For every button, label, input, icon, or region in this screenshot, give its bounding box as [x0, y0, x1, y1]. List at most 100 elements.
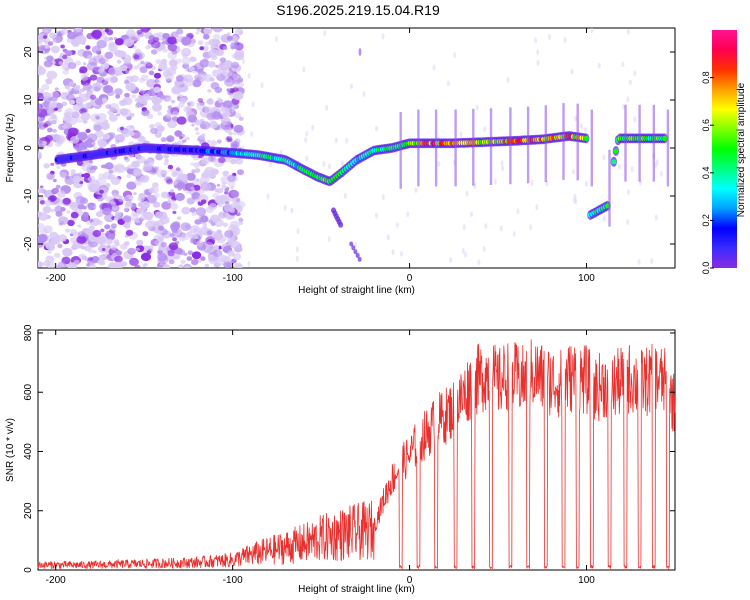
noise-cell [140, 201, 150, 210]
noise-cell [81, 162, 92, 171]
noise-cell [58, 216, 69, 225]
noise-cell [62, 69, 69, 75]
noise-cell [156, 125, 165, 132]
noise-cell [109, 37, 114, 41]
noise-cell [195, 120, 202, 126]
noise-cell [227, 174, 237, 182]
noise-cell [232, 74, 240, 80]
noise-cell [650, 258, 654, 264]
streak [472, 108, 475, 186]
noise-cell [216, 49, 224, 56]
noise-cell [99, 189, 104, 194]
noise-cell [82, 83, 92, 91]
noise-cell [130, 75, 139, 83]
snr-marks [37, 339, 676, 570]
noise-cell [628, 79, 632, 86]
noise-cell [38, 223, 45, 229]
noise-cell [101, 248, 106, 251]
noise-cell [43, 123, 49, 128]
noise-cell [235, 158, 244, 165]
noise-cell [115, 164, 126, 174]
noise-cell [191, 259, 199, 266]
noise-cell [122, 215, 132, 223]
streak [624, 104, 627, 182]
noise-cell [199, 59, 210, 68]
noise-cell [325, 104, 329, 111]
noise-cell [105, 183, 111, 188]
noise-cell [574, 115, 578, 122]
noise-cell [104, 213, 115, 223]
noise-cell [512, 231, 516, 237]
noise-cell [189, 238, 197, 244]
noise-cell [197, 40, 204, 46]
noise-cell [234, 112, 242, 119]
noise-cell [209, 140, 217, 147]
noise-cell [43, 29, 48, 33]
noise-cell [191, 123, 195, 127]
noise-cell [170, 168, 175, 173]
noise-cell [69, 233, 74, 237]
noise-cell [230, 186, 234, 190]
noise-cell [141, 74, 149, 81]
noise-cell [311, 124, 315, 131]
noise-cell [47, 108, 54, 115]
noise-cell [83, 172, 91, 179]
colorbar: 0.0 0.2 0.4 0.6 0.8 Normalized spectral ampl… [701, 30, 747, 274]
noise-cell [115, 94, 121, 99]
noise-cell [117, 195, 126, 202]
noise-cell [89, 218, 94, 223]
noise-cell [110, 244, 118, 251]
noise-cell [68, 62, 77, 70]
noise-cell [212, 28, 223, 33]
noise-cell [133, 192, 137, 196]
noise-cell [219, 57, 227, 63]
streak [434, 109, 438, 187]
noise-cell [462, 224, 466, 231]
noise-cell [175, 58, 182, 64]
noise-cell [406, 211, 410, 218]
noise-cell [84, 102, 92, 109]
snr-y-axis-label: SNR (10 * v/v) [5, 418, 16, 482]
noise-cell [38, 234, 48, 243]
noise-cell [618, 163, 621, 170]
x-tick-label: 100 [578, 273, 595, 284]
noise-cell [44, 199, 52, 207]
noise-cell [155, 59, 162, 64]
noise-cell [597, 62, 601, 69]
noise-cell [580, 123, 583, 130]
noise-cell [139, 89, 145, 95]
noise-cell [38, 212, 49, 221]
noise-cell [153, 72, 162, 79]
noise-cell [345, 137, 349, 144]
noise-cell [65, 228, 71, 233]
noise-cell [98, 254, 106, 260]
noise-cell [38, 261, 44, 268]
spectrogram-x-axis-label: Height of straight line (km) [298, 285, 415, 296]
noise-cell [206, 230, 213, 236]
noise-cell [484, 223, 488, 229]
noise-cell [199, 226, 210, 236]
noise-cell [160, 45, 166, 50]
noise-cell [157, 255, 169, 265]
noise-cell [113, 216, 119, 221]
noise-cell [266, 193, 270, 200]
noise-cell [52, 187, 59, 194]
noise-cell [95, 81, 100, 85]
noise-cell [99, 34, 108, 42]
noise-cell [153, 86, 161, 93]
noise-cell [215, 64, 219, 68]
noise-cell [38, 108, 48, 118]
noise-cell [500, 160, 504, 166]
noise-cell [464, 251, 468, 258]
noise-cell [170, 203, 179, 210]
noise-cell [167, 250, 175, 257]
trace-cell [613, 148, 619, 154]
noise-cell [57, 190, 66, 198]
noise-cell [465, 190, 469, 197]
noise-cell [217, 97, 221, 101]
noise-cell [65, 50, 73, 57]
noise-cell [334, 137, 338, 144]
noise-cell [85, 45, 91, 50]
streak [576, 103, 579, 181]
